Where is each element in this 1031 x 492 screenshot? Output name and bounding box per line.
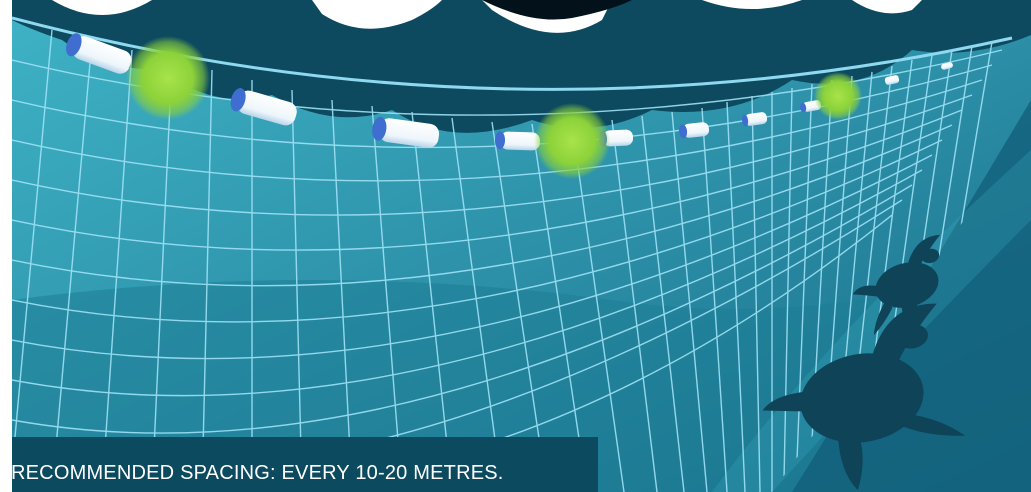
wave-crest-1 [52,0,152,15]
sea-turtle-icon [762,234,966,491]
deep-water-right [792,100,1031,492]
led-light-icon [126,36,862,179]
illustration-frame [12,0,1031,492]
caption-bar [12,437,598,492]
caption-text: RECOMMENDED SPACING: EVERY 10-20 METRES. [11,462,504,484]
gillnet-mesh [12,29,1003,492]
wave-crest-2 [312,0,442,29]
wave-crest-5 [852,0,922,14]
deep-water-band [12,260,1031,492]
gillnet-scene [12,0,1031,492]
wave-crest-4 [702,0,802,9]
wave-dark [482,0,632,20]
surface-band [12,0,1031,133]
